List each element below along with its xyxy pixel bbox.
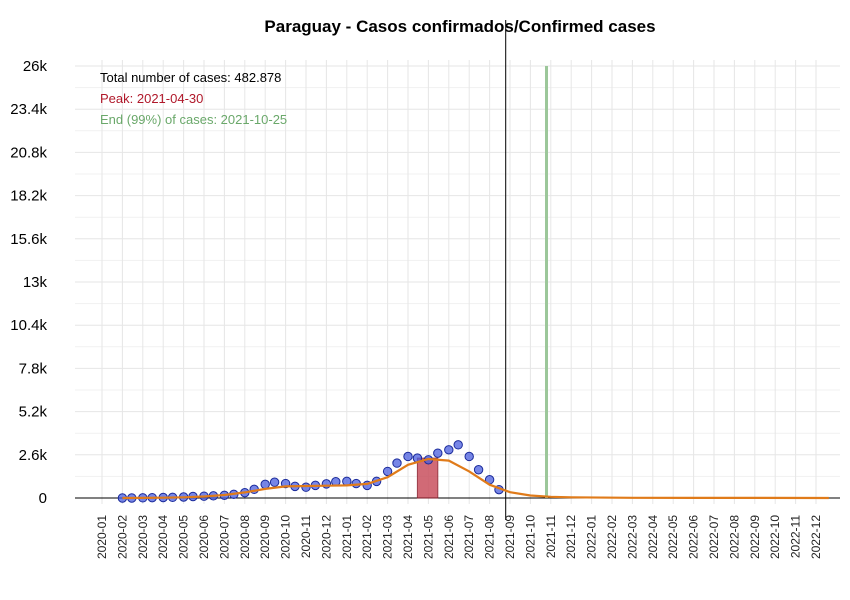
y-tick-label: 10.4k: [10, 317, 47, 334]
vertical-lines: [505, 20, 549, 520]
x-tick-label: 2020-10: [279, 515, 293, 559]
end-label: End (99%) of cases: 2021-10-25: [100, 112, 287, 127]
grid: [75, 60, 840, 504]
x-tick-label: 2020-06: [197, 515, 211, 559]
data-point: [382, 466, 393, 477]
x-tick-label: 2022-08: [727, 515, 741, 559]
fit-line-group: [122, 457, 829, 500]
y-tick-label: 23.4k: [10, 101, 47, 118]
data-point: [260, 479, 270, 490]
data-point: [444, 445, 454, 455]
x-tick-label: 2022-10: [768, 515, 782, 559]
x-tick-label: 2022-11: [789, 515, 803, 558]
x-tick-label: 2022-07: [707, 515, 721, 559]
total-cases-label: Total number of cases: 482.878: [100, 70, 281, 85]
data-point: [301, 482, 311, 492]
x-tick-label: 2022-06: [687, 515, 701, 559]
data-point: [473, 465, 484, 475]
y-tick-label: 2.6k: [19, 447, 48, 464]
x-tick-label: 2022-01: [585, 515, 599, 559]
y-tick-label: 15.6k: [10, 231, 47, 248]
x-tick-label: 2022-05: [666, 515, 680, 559]
x-tick-label: 2021-10: [523, 515, 537, 559]
data-points: [117, 440, 504, 503]
y-tick-label: 7.8k: [19, 360, 48, 377]
x-tick-label: 2020-01: [95, 515, 109, 559]
peak-label: Peak: 2021-04-30: [100, 91, 203, 106]
data-point: [392, 458, 402, 468]
y-tick-label: 5.2k: [19, 404, 48, 421]
x-tick-label: 2020-11: [299, 515, 313, 558]
x-tick-label: 2020-09: [258, 515, 272, 559]
x-tick-label: 2021-11: [544, 515, 558, 558]
data-point: [464, 451, 474, 462]
y-tick-label: 13k: [23, 274, 48, 291]
chart-title: Paraguay - Casos confirmados/Confirmed c…: [264, 17, 655, 36]
y-tick-label: 20.8k: [10, 144, 47, 161]
x-tick-label: 2021-01: [340, 515, 354, 559]
data-point: [269, 477, 280, 487]
x-tick-label: 2021-04: [401, 515, 415, 559]
x-tick-label: 2020-03: [136, 515, 150, 559]
x-tick-label: 2020-12: [319, 515, 333, 559]
x-tick-label: 2022-03: [625, 515, 639, 559]
y-tick-label: 0: [39, 490, 47, 507]
x-tick-label: 2021-02: [360, 515, 374, 559]
x-tick-label: 2021-05: [421, 515, 435, 559]
x-tick-label: 2021-12: [564, 515, 578, 559]
y-tick-label: 26k: [23, 58, 48, 75]
x-tick-label: 2020-04: [156, 515, 170, 559]
y-tick-label: 18.2k: [10, 188, 47, 205]
x-tick-label: 2021-03: [381, 515, 395, 559]
y-axis-ticks: 0 2.6k 5.2k 7.8k 10.4k 13k 15.6k 18.2k 20.8k 23.4…: [10, 58, 47, 507]
x-tick-label: 2020-07: [217, 515, 231, 559]
x-axis-ticks: 2020-01 2020-02 2020-03 2020-04 2020-05 2020-…: [95, 515, 823, 559]
x-tick-label: 2021-07: [462, 515, 476, 559]
x-tick-label: 2020-05: [177, 515, 191, 559]
x-tick-label: 2021-06: [442, 515, 456, 559]
x-tick-label: 2022-12: [809, 515, 823, 559]
x-tick-label: 2022-02: [605, 515, 619, 559]
x-tick-label: 2020-02: [115, 515, 129, 559]
x-tick-label: 2022-04: [646, 515, 660, 559]
annotations: Total number of cases: 482.878 Peak: 202…: [100, 70, 287, 127]
data-point: [403, 451, 413, 462]
x-tick-label: 2022-09: [748, 515, 762, 559]
x-tick-label: 2021-08: [483, 515, 497, 559]
fit-line: [122, 457, 829, 500]
data-point: [433, 448, 443, 458]
data-point: [453, 440, 463, 450]
x-tick-label: 2020-08: [238, 515, 252, 559]
x-tick-label: 2021-09: [503, 515, 517, 559]
